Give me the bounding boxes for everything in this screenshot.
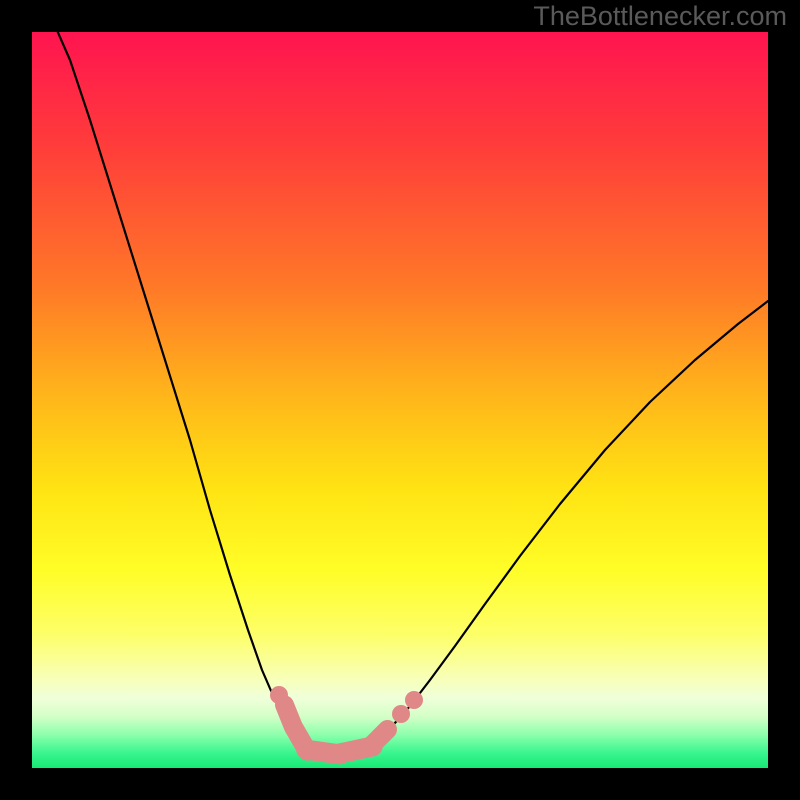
curve-marker (392, 705, 410, 723)
curve-marker (371, 730, 388, 747)
watermark-text: TheBottlenecker.com (533, 1, 787, 31)
curve-marker (405, 691, 423, 709)
chart-svg: TheBottlenecker.com (0, 0, 800, 800)
chart-container: TheBottlenecker.com (0, 0, 800, 800)
plot-background (32, 32, 768, 768)
